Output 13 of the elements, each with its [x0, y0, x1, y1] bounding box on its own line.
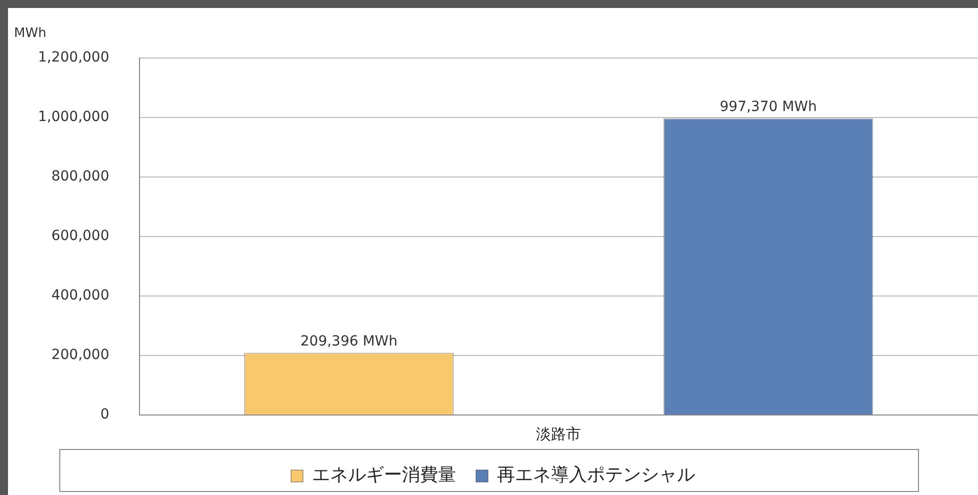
y-tick-label: 0: [100, 406, 110, 423]
x-tick-label: 淡路市: [536, 424, 582, 443]
y-tick-label: 600,000: [51, 228, 110, 244]
y-tick-label: 1,200,000: [38, 50, 110, 66]
y-tick-label: 400,000: [51, 288, 110, 304]
y-tick-label: 800,000: [51, 168, 110, 185]
legend-label: エネルギー消費量: [312, 464, 456, 486]
legend-label: 再エネ導入ポテンシャル: [497, 464, 695, 486]
y-axis-title: MWh: [14, 26, 46, 41]
y-tick-label: 200,000: [51, 347, 110, 364]
y-tick-label: 1,000,000: [38, 109, 110, 126]
data-label: 997,370 MWh: [720, 98, 817, 115]
data-label: 209,396 MWh: [300, 333, 398, 350]
